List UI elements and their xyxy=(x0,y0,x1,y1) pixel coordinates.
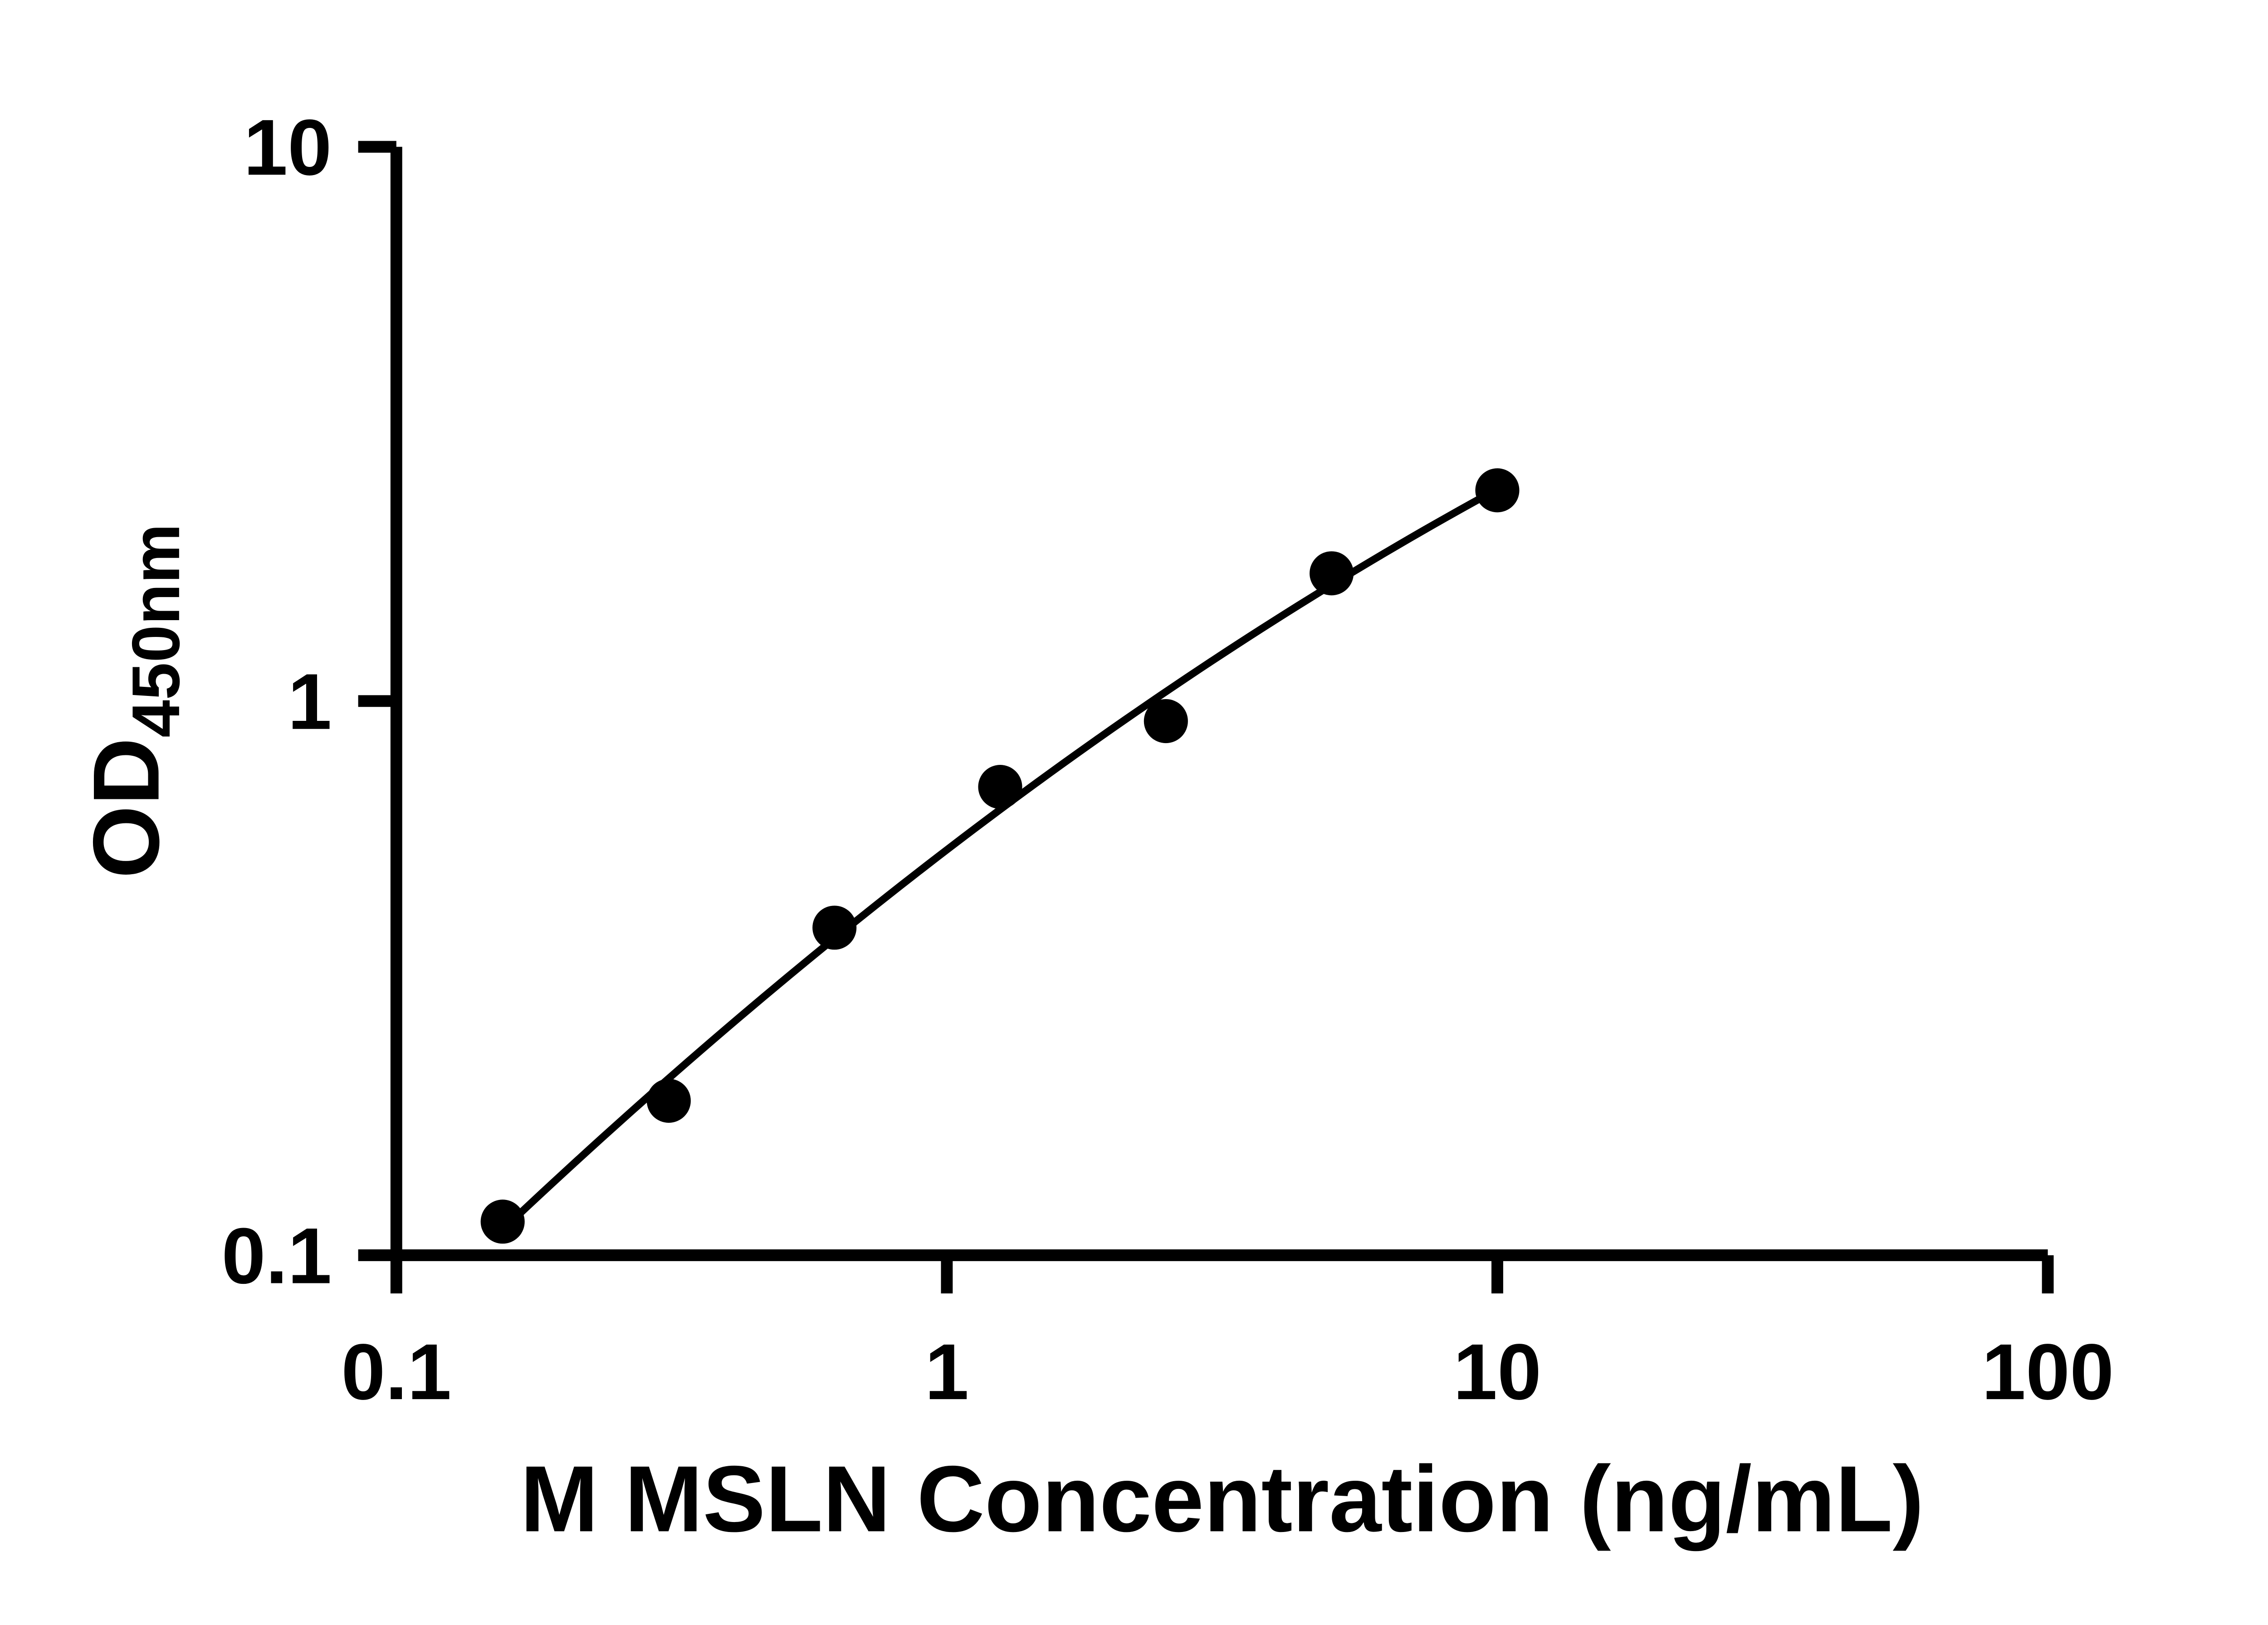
data-point xyxy=(978,765,1022,809)
data-point xyxy=(1310,551,1354,596)
y-axis-title: OD450nm xyxy=(74,524,194,878)
data-point xyxy=(812,905,857,950)
y-axis-title-main: OD xyxy=(74,738,179,879)
x-tick-label: 1 xyxy=(925,1328,969,1416)
x-tick-label: 10 xyxy=(1453,1328,1541,1416)
y-tick-label: 10 xyxy=(244,103,332,192)
data-point xyxy=(1144,699,1188,744)
x-tick-label: 100 xyxy=(1982,1328,2114,1416)
data-point xyxy=(480,1199,525,1244)
y-tick-label: 1 xyxy=(288,658,332,746)
x-tick-label: 0.1 xyxy=(341,1328,451,1416)
x-axis-title: M MSLN Concentration (ng/mL) xyxy=(520,1446,1924,1551)
axes-frame xyxy=(390,147,2048,1261)
y-axis-title-subscript: 450nm xyxy=(118,524,194,738)
fit-curve xyxy=(499,485,1501,1233)
y-tick-label: 0.1 xyxy=(221,1212,332,1300)
data-point xyxy=(646,1078,691,1123)
data-point xyxy=(1475,468,1520,513)
